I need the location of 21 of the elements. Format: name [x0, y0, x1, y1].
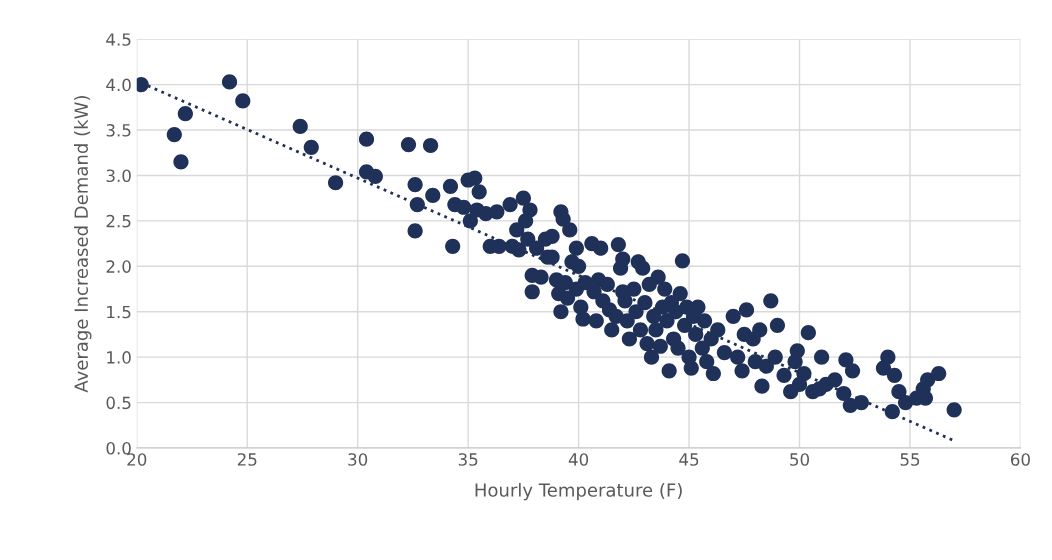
- x-tick-label: 30: [348, 453, 368, 466]
- x-tick-label: 40: [568, 453, 589, 466]
- x-tick-label: 45: [679, 453, 699, 466]
- y-tick-label: 0.5: [106, 396, 131, 410]
- y-tick-label: 0.0: [106, 441, 131, 455]
- x-tick-label: 60: [1011, 453, 1030, 466]
- y-tick-label: 2.5: [106, 214, 131, 228]
- x-axis-title: Hourly Temperature (F): [475, 482, 682, 501]
- x-tick-label: 50: [790, 453, 810, 466]
- y-tick-label: 3.0: [106, 169, 131, 183]
- x-tick-label: 20: [127, 453, 147, 466]
- x-tick-label: 35: [458, 453, 478, 466]
- x-tick-label: 25: [237, 453, 257, 466]
- y-tick-label: 4.5: [106, 33, 131, 46]
- x-tick-label: 55: [900, 453, 920, 466]
- y-tick-label: 2.0: [106, 260, 131, 273]
- y-axis-title: Average Increased Demand (kW): [74, 96, 92, 393]
- y-tick-label: 1.5: [107, 305, 131, 319]
- y-tick-label: 1.0: [107, 351, 131, 364]
- y-tick-label: 4.0: [106, 78, 131, 92]
- y-tick-label: 3.5: [106, 124, 131, 137]
